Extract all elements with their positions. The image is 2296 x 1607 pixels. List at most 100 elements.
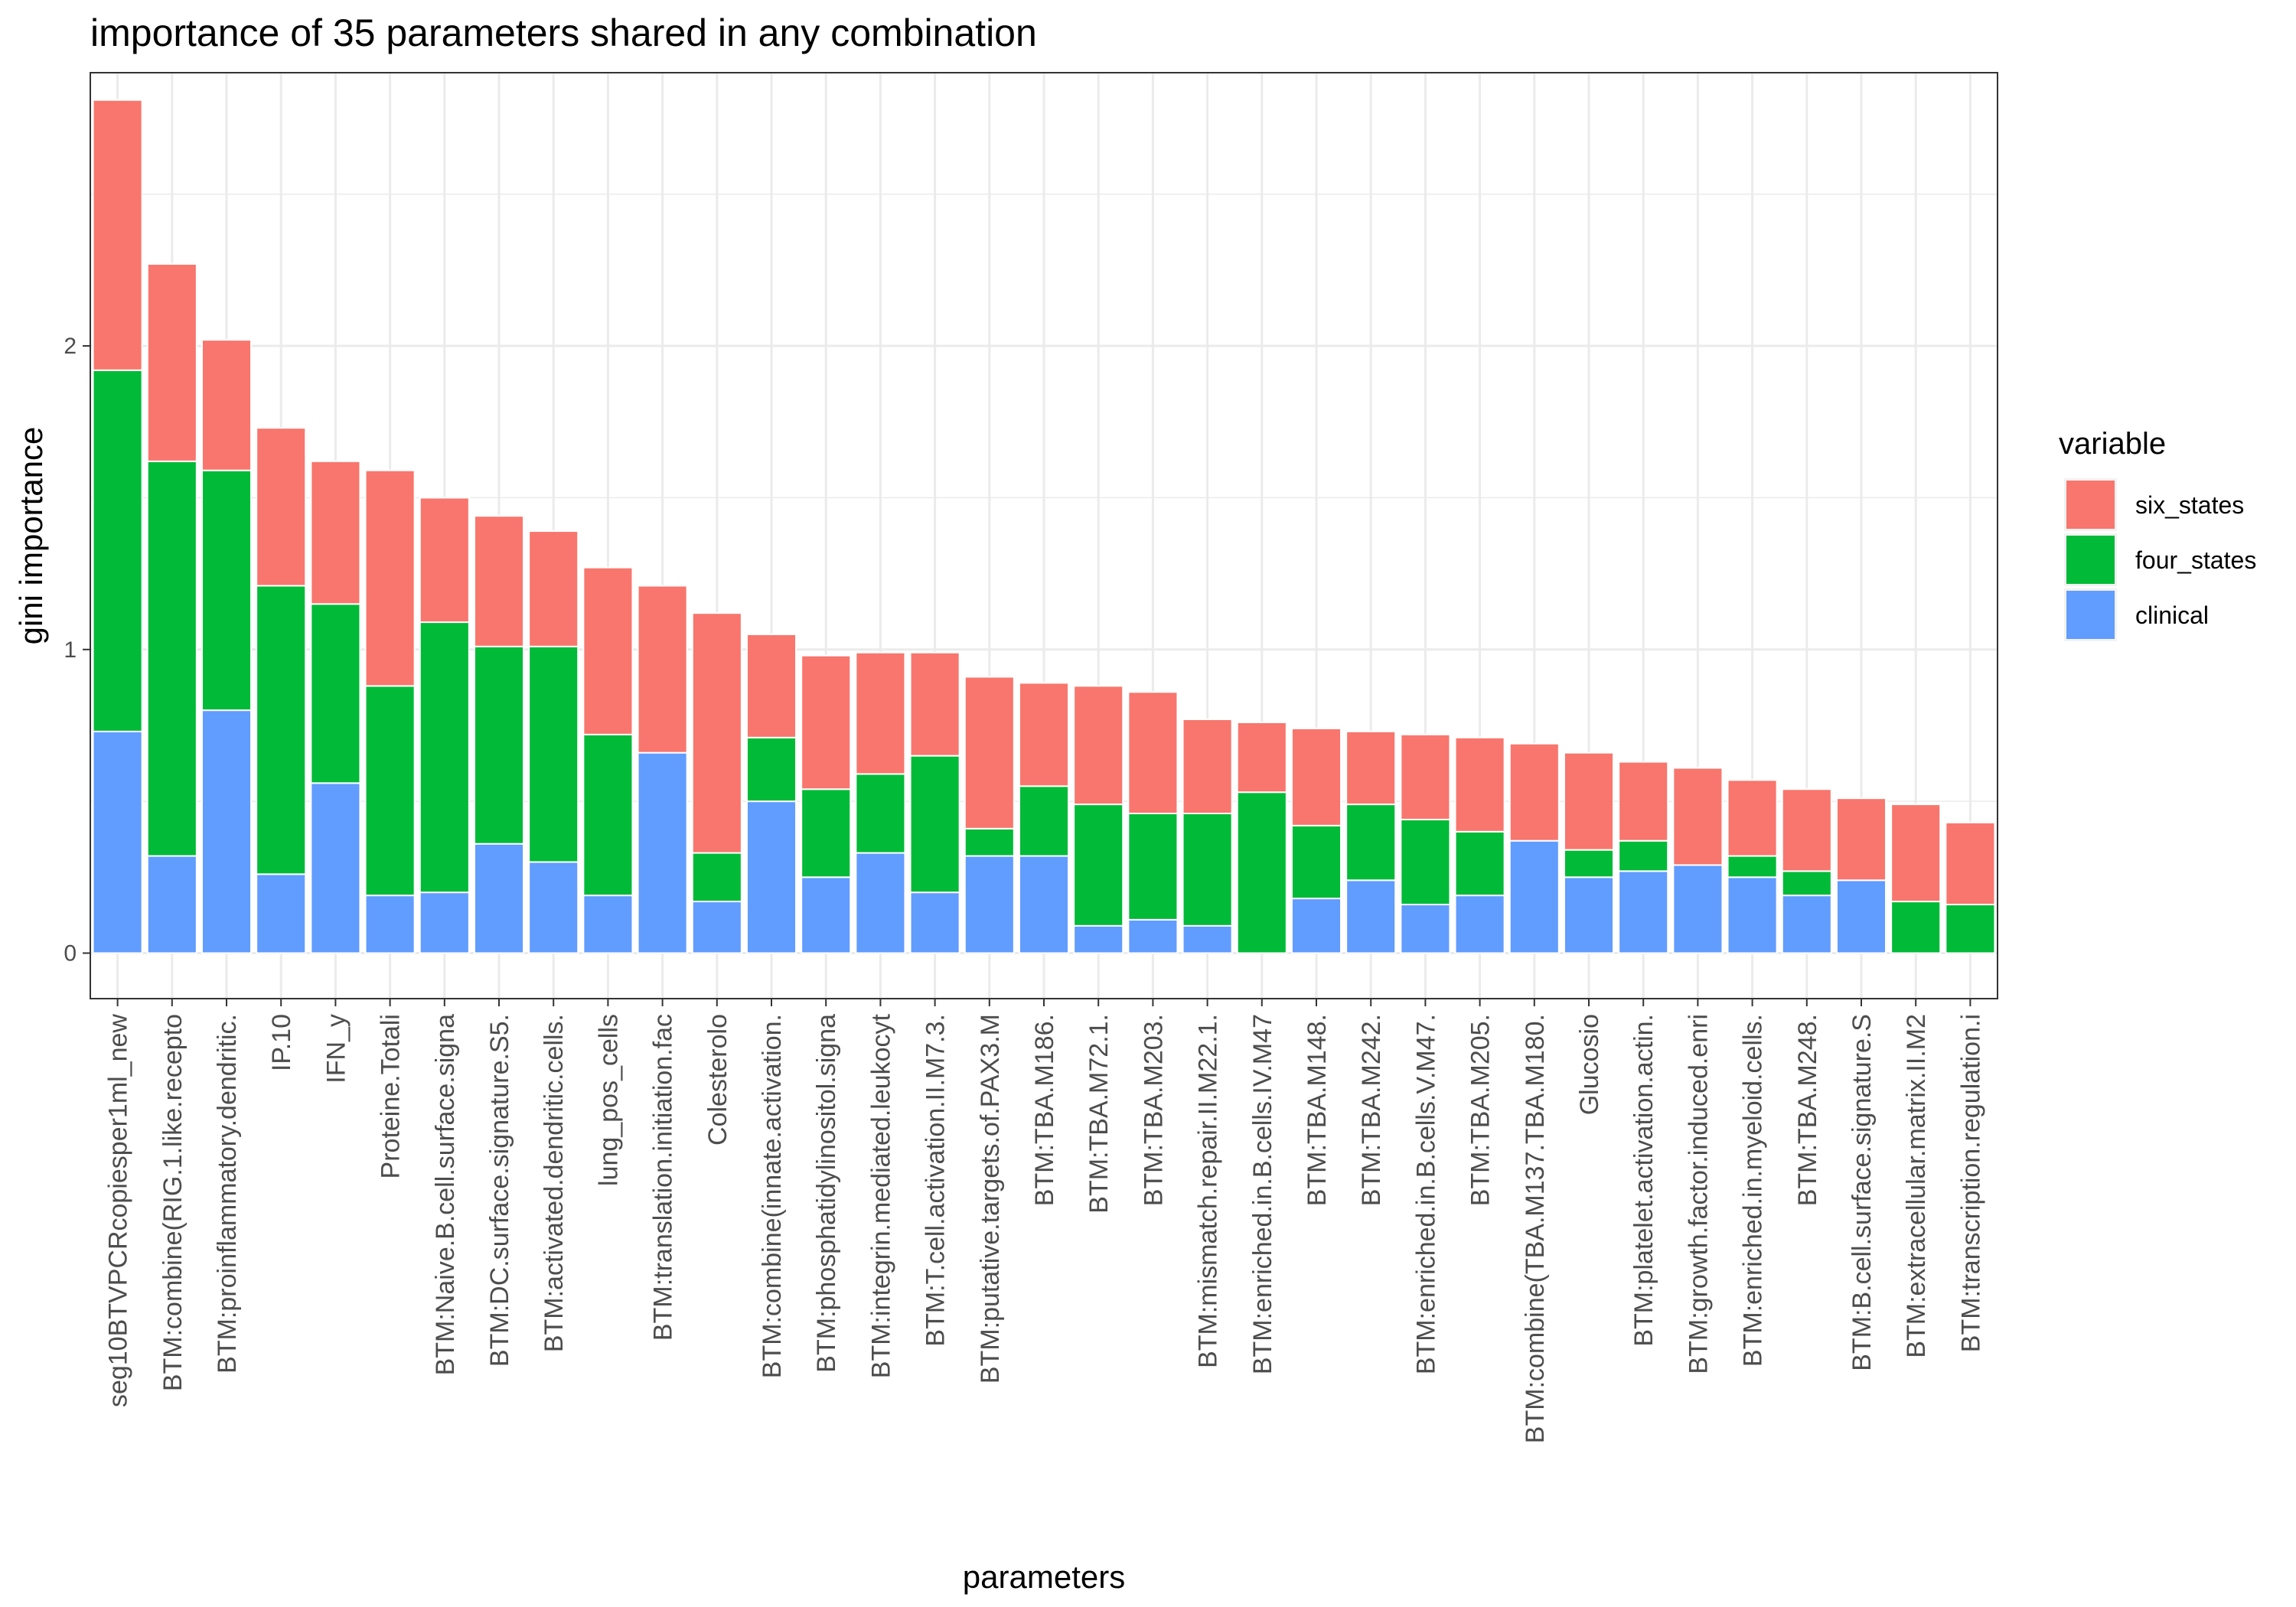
bar-six_states (310, 460, 361, 605)
x-tick-label: BTM:growth.factor.induced.enri (1684, 1014, 1713, 1374)
bar-clinical (1835, 879, 1887, 954)
x-tick-label: lung_pos_cells (594, 1014, 623, 1186)
x-tick-label: IP.10 (267, 1014, 296, 1071)
legend-key-six_states (2066, 481, 2115, 529)
bar-four_states (1182, 813, 1233, 927)
x-axis-ticks: seg10BTVPCRcopiesper1ml_new BTM:combine(R… (104, 999, 1985, 1443)
bar-four_states (364, 685, 416, 897)
bar-clinical (909, 892, 960, 954)
bar-clinical (256, 873, 307, 954)
x-tick-label: BTM:combine(TBA.M137.TBA.M180. (1521, 1014, 1550, 1443)
bar-clinical (1672, 864, 1724, 954)
bar-six_states (1727, 779, 1778, 857)
legend-title: variable (2059, 427, 2166, 461)
x-tick-label: seg10BTVPCRcopiesper1ml_new (104, 1014, 133, 1407)
bar-clinical (637, 751, 688, 954)
bar-four_states (528, 645, 579, 863)
bar-four_states (1400, 818, 1451, 906)
bar-six_states (1290, 727, 1342, 826)
bar-six_states (1236, 721, 1287, 794)
bar-clinical (1508, 839, 1560, 954)
bar-clinical (1073, 924, 1124, 954)
legend-key-clinical (2066, 591, 2115, 639)
x-tick-label: BTM:enriched.in.B.cells.V.M47. (1411, 1014, 1440, 1374)
bar-four_states (1454, 830, 1505, 897)
bar-four_states (1563, 849, 1615, 878)
bar-four_states (1781, 870, 1832, 897)
x-tick-label: BTM:putative.targets.of.PAX3.M (976, 1014, 1005, 1384)
y-tick-label: 2 (64, 334, 77, 359)
x-tick-label: BTM:Naive.B.cell.surface.signa (431, 1014, 460, 1375)
bar-clinical (1727, 876, 1778, 954)
legend-label-four_states: four_states (2135, 546, 2256, 574)
bar-clinical (1400, 904, 1451, 954)
bar-four_states (1945, 904, 1996, 954)
bar-six_states (1182, 719, 1233, 815)
x-tick-label: BTM:DC.surface.signature.S5. (485, 1014, 514, 1367)
bar-six_states (1127, 691, 1179, 814)
x-tick-label: BTM:B.cell.surface.signature.S (1848, 1014, 1877, 1371)
bar-six_states (1672, 767, 1724, 866)
legend-label-clinical: clinical (2135, 601, 2209, 629)
x-tick-label: BTM:translation.initiation.fac (649, 1014, 678, 1341)
bar-six_states (364, 469, 416, 687)
bar-clinical (1127, 918, 1179, 954)
bar-six_states (473, 515, 525, 647)
bar-four_states (1018, 785, 1070, 857)
bar-four_states (801, 788, 852, 878)
bar-four_states (256, 585, 307, 875)
chart-title: importance of 35 parameters shared in an… (90, 11, 1037, 54)
bar-six_states (1835, 797, 1887, 882)
bar-clinical (92, 730, 143, 954)
x-tick-label: BTM:mismatch.repair.II.M22.1. (1194, 1014, 1223, 1368)
bar-clinical (1454, 895, 1505, 954)
bar-six_states (528, 530, 579, 647)
bar-four_states (1073, 804, 1124, 927)
x-tick-label: BTM:TBA.M186. (1030, 1014, 1059, 1206)
bar-six_states (1018, 682, 1070, 787)
bar-four_states (909, 755, 960, 894)
bar-six_states (855, 651, 906, 775)
bar-six_states (419, 497, 470, 624)
bar-clinical (1781, 895, 1832, 954)
y-tick-label: 0 (64, 940, 77, 966)
bar-clinical (1563, 876, 1615, 954)
bar-six_states (1890, 804, 1942, 903)
x-tick-label: BTM:activated.dendritic.cells. (540, 1014, 569, 1352)
bar-four_states (1345, 804, 1397, 882)
bar-clinical (528, 861, 579, 954)
bar-six_states (92, 99, 143, 371)
bar-four_states (201, 469, 253, 712)
x-tick-label: IFN_y (321, 1014, 351, 1084)
bar-four_states (1127, 813, 1179, 921)
y-tick-label: 1 (64, 637, 77, 663)
bar-four_states (1290, 824, 1342, 900)
x-tick-label: BTM:TBA.M248. (1793, 1014, 1822, 1206)
y-axis-title: gini importance (13, 427, 49, 645)
bar-six_states (1454, 736, 1505, 833)
bar-six_states (637, 585, 688, 754)
bar-six_states (256, 427, 307, 587)
bars (92, 99, 1996, 954)
legend-label-six_states: six_states (2135, 491, 2244, 519)
x-tick-label: BTM:transcription.regulation.i (1956, 1014, 1985, 1352)
bar-four_states (964, 827, 1015, 857)
bar-six_states (1781, 788, 1832, 872)
bar-six_states (691, 612, 742, 854)
bar-clinical (1290, 898, 1342, 954)
bar-four_states (146, 460, 197, 857)
x-tick-label: BTM:TBA.M72.1. (1084, 1014, 1114, 1214)
x-tick-label: BTM:TBA.M148. (1303, 1014, 1332, 1206)
bar-six_states (1345, 730, 1397, 806)
bar-clinical (146, 855, 197, 954)
bar-four_states (745, 736, 797, 803)
bar-six_states (1508, 742, 1560, 842)
x-tick-label: Colesterolo (703, 1014, 732, 1146)
bar-four_states (855, 773, 906, 854)
bar-six_states (1618, 761, 1669, 842)
legend-key-four_states (2066, 536, 2115, 584)
bar-six_states (1945, 821, 1996, 906)
bar-clinical (691, 901, 742, 954)
x-tick-label: BTM:extracellular.matrix.II.M2 (1902, 1014, 1931, 1358)
